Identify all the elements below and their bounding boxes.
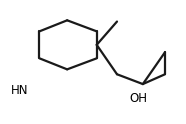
Text: OH: OH xyxy=(129,92,147,105)
Text: HN: HN xyxy=(11,84,28,97)
